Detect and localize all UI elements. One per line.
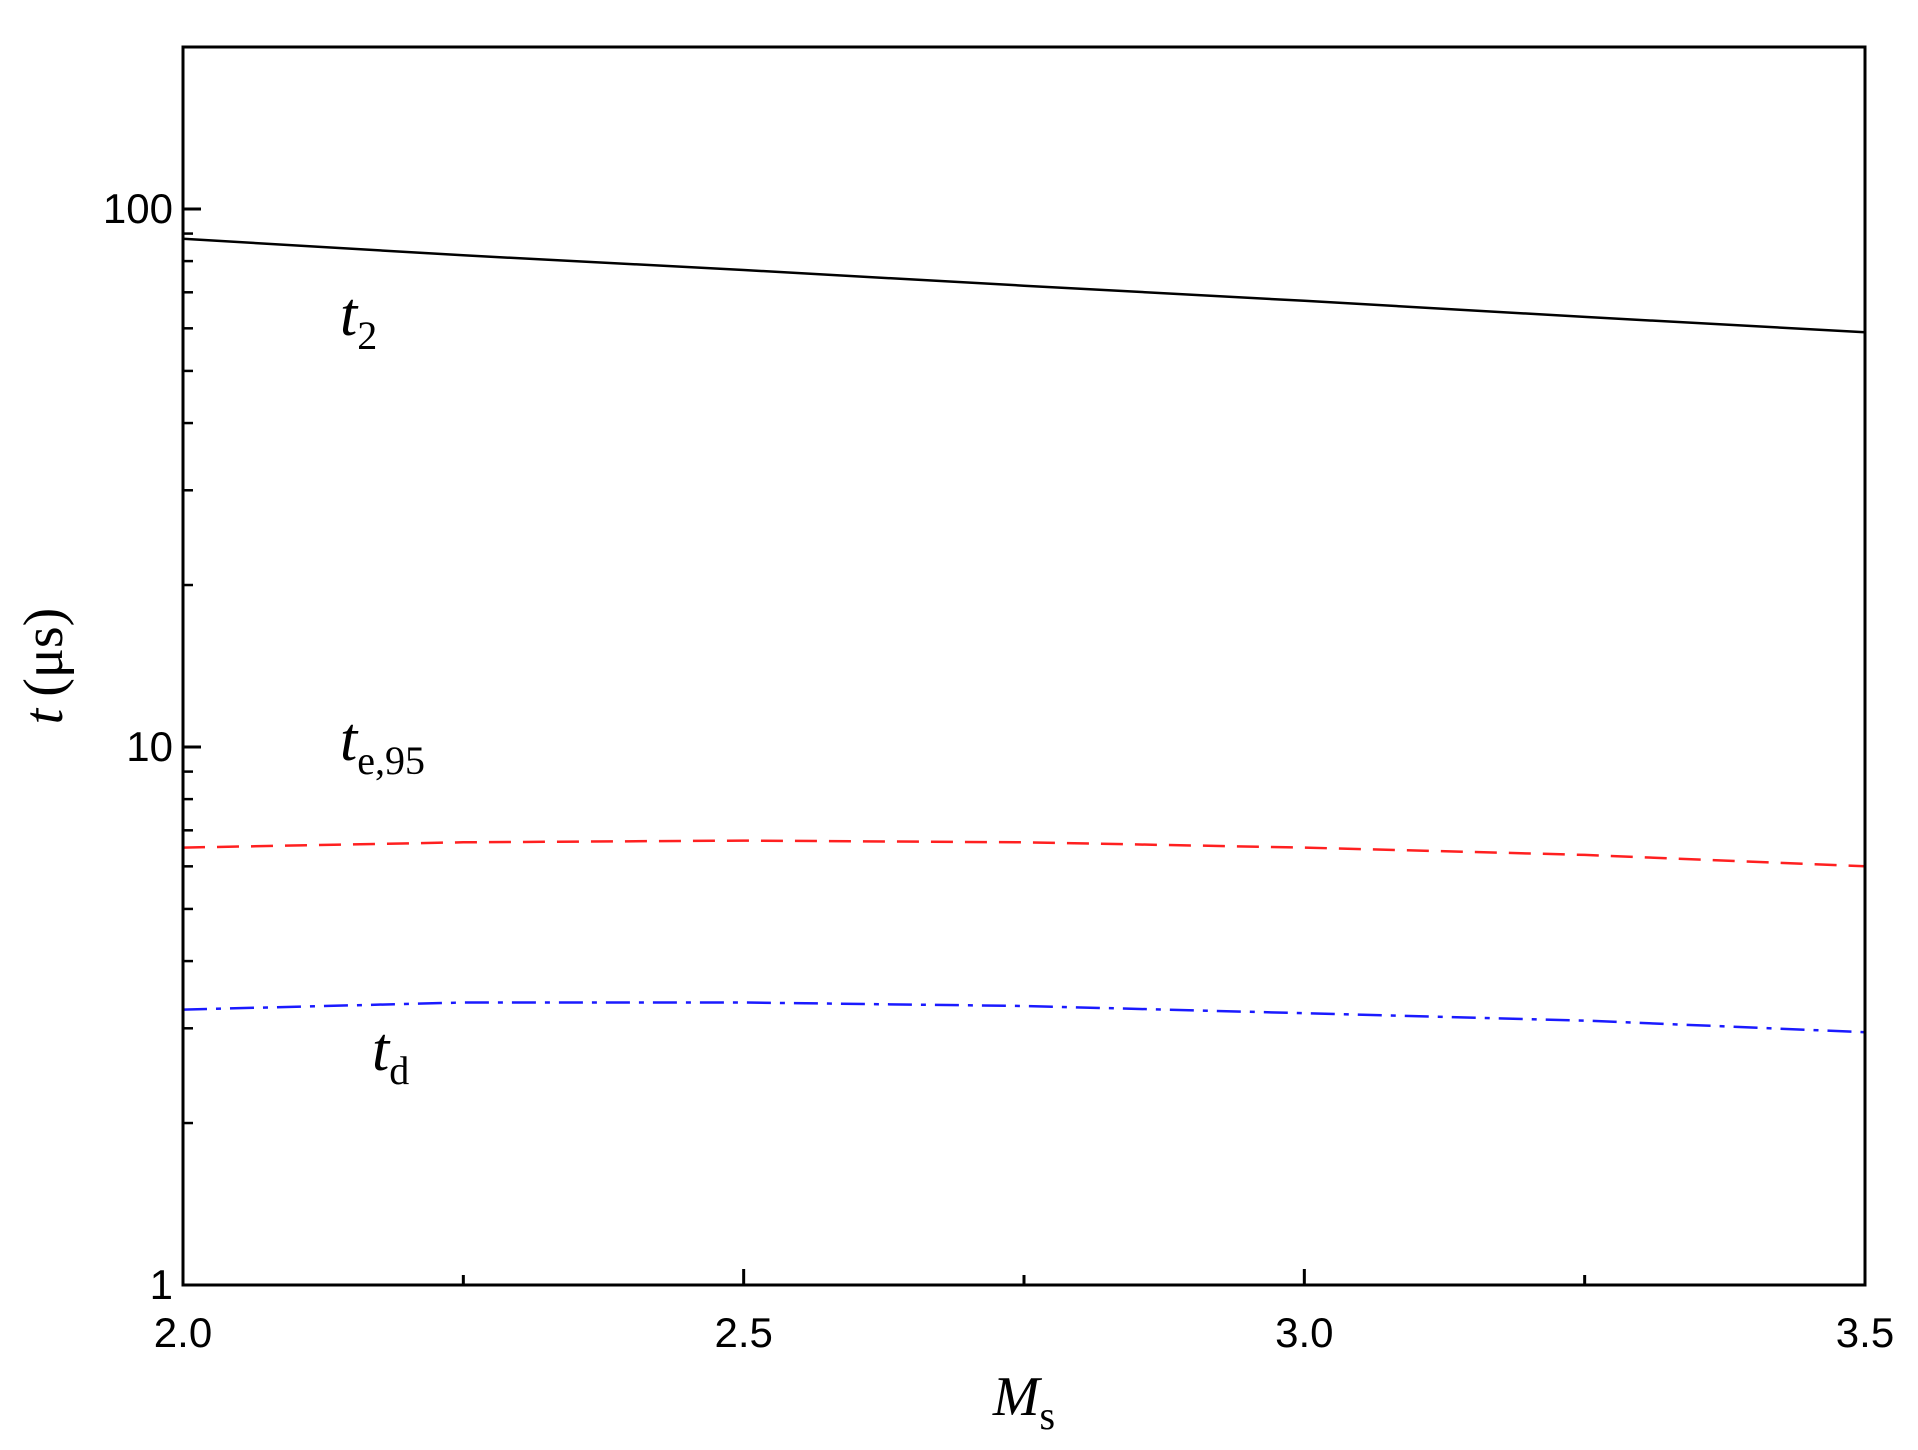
series-label-td-sub: d <box>389 1048 409 1093</box>
series-label-t2-sub: 2 <box>357 313 377 358</box>
x-tick-label: 2.0 <box>154 1309 212 1356</box>
series-label-td: td <box>372 1016 409 1093</box>
series-label-te95-main: t <box>340 706 359 774</box>
y-tick-label: 10 <box>126 723 173 770</box>
series-label-te95-sub: e,95 <box>357 738 425 783</box>
y-axis-title: t (μs) <box>13 608 75 725</box>
series-line-0 <box>182 237 1866 334</box>
x-axis-title-sub: s <box>1040 1393 1056 1438</box>
series-line-2 <box>182 1001 1866 1034</box>
series-line-1 <box>182 839 1866 868</box>
series-label-te95: te,95 <box>340 706 425 783</box>
x-axis-title-main: M <box>992 1366 1043 1428</box>
x-tick-label: 3.5 <box>1836 1309 1894 1356</box>
plot-frame <box>181 45 1867 1287</box>
series-label-td-main: t <box>372 1016 391 1084</box>
y-axis-title-unit: (μs) <box>13 608 75 697</box>
x-axis-title: Ms <box>992 1366 1055 1438</box>
series-label-t2-main: t <box>340 281 359 349</box>
ticks-layer <box>181 207 1867 1287</box>
x-tick-label: 3.0 <box>1275 1309 1333 1356</box>
y-tick-label: 100 <box>103 185 173 232</box>
series-layer <box>182 237 1866 1034</box>
x-tick-label: 2.5 <box>714 1309 772 1356</box>
series-label-t2: t2 <box>340 281 377 358</box>
y-axis-title-main: t <box>13 707 75 724</box>
y-tick-label: 1 <box>150 1261 173 1308</box>
labels-layer: 2.0 2.5 3.0 3.5 1 10 100 <box>103 185 1894 1356</box>
